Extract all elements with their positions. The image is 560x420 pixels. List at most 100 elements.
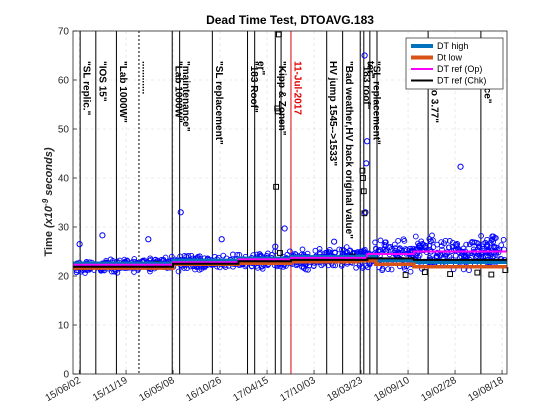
event-label: "IOS 15" bbox=[96, 61, 107, 102]
blue-data-point bbox=[489, 253, 496, 260]
blue-outlier-point bbox=[145, 236, 152, 243]
blue-data-point bbox=[500, 236, 507, 243]
black-data-point bbox=[488, 271, 495, 278]
legend-label: DT high bbox=[437, 41, 468, 51]
blue-data-point bbox=[175, 268, 182, 275]
legend-label: DT ref (Chk) bbox=[437, 76, 486, 86]
y-tick-label: 60 bbox=[58, 76, 70, 87]
blue-data-point bbox=[421, 244, 428, 251]
blue-outlier-point bbox=[281, 225, 288, 232]
y-axis-label-main: Time bbox=[43, 228, 55, 257]
black-data-point bbox=[274, 108, 281, 115]
blue-outlier-point bbox=[331, 238, 338, 245]
event-label: back to 3.77" bbox=[429, 61, 440, 123]
black-data-point bbox=[402, 272, 409, 278]
event-label: "Lab 1000W" bbox=[173, 61, 184, 123]
blue-data-point bbox=[391, 241, 398, 248]
blue-data-point bbox=[198, 266, 205, 272]
blue-data-point bbox=[449, 239, 456, 246]
blue-data-point bbox=[446, 244, 452, 251]
blue-data-point bbox=[416, 252, 423, 259]
y-axis-label-tail: seconds bbox=[43, 151, 55, 199]
event-lines bbox=[79, 31, 482, 374]
blue-data-point bbox=[385, 266, 391, 272]
blue-data-point bbox=[485, 247, 492, 253]
black-data-point bbox=[360, 175, 366, 181]
blue-data-point bbox=[400, 236, 407, 243]
blue-data-point bbox=[340, 247, 347, 253]
blue-outlier-point bbox=[363, 160, 370, 167]
y-tick-label: 30 bbox=[58, 223, 70, 234]
reference-steps bbox=[73, 250, 507, 270]
blue-data-point bbox=[377, 237, 384, 244]
blue-data-point bbox=[380, 246, 386, 253]
blue-data-point bbox=[360, 247, 367, 254]
y-axis-label-open: ( bbox=[43, 223, 55, 228]
blue-outlier-point bbox=[76, 241, 83, 248]
y-tick-label: 0 bbox=[63, 370, 69, 381]
y-axis-label-unit: x10 bbox=[43, 205, 55, 225]
y-tick-label: 70 bbox=[58, 27, 70, 38]
blue-data-point bbox=[488, 237, 495, 244]
event-label: "Kipp & Zonen" bbox=[276, 61, 287, 136]
blue-outlier-point bbox=[272, 243, 279, 250]
blue-data-point bbox=[461, 253, 467, 260]
blue-data-point bbox=[463, 241, 470, 248]
event-annotations: "SL replic." "IOS 15" "Lab 1000W".........… bbox=[81, 61, 493, 239]
event-label: ter" bbox=[364, 61, 375, 79]
blue-data-point bbox=[388, 266, 395, 273]
y-tick-label: 10 bbox=[58, 321, 70, 332]
legend-label: DT ref (Op) bbox=[437, 64, 482, 74]
legend-label: Dt low bbox=[437, 53, 463, 63]
y-tick-label: 40 bbox=[58, 174, 70, 185]
blue-data-point bbox=[490, 238, 497, 245]
event-label: ............ bbox=[139, 61, 150, 95]
blue-data-point bbox=[473, 239, 480, 246]
blue-data-point bbox=[299, 246, 306, 253]
blue-data-point bbox=[476, 244, 483, 251]
event-label: "maintenance" bbox=[180, 61, 191, 132]
blue-data-point bbox=[147, 255, 154, 262]
black-data-point bbox=[275, 31, 282, 38]
y-axis-label-exponent: -9 bbox=[41, 198, 50, 206]
blue-data-point bbox=[256, 251, 263, 257]
blue-data-point bbox=[379, 265, 386, 272]
blue-data-point bbox=[372, 239, 378, 246]
blue-data-point bbox=[438, 239, 445, 245]
blue-data-point bbox=[389, 246, 395, 252]
black-data-point bbox=[274, 105, 281, 112]
series-line-dt-ref-op- bbox=[73, 250, 507, 266]
blue-data-point bbox=[471, 239, 478, 246]
plot-frame bbox=[72, 30, 508, 375]
blue-data-point bbox=[412, 233, 419, 240]
blue-outlier-point bbox=[362, 209, 369, 216]
blue-data-point bbox=[230, 251, 236, 258]
blue-data-point bbox=[395, 237, 401, 244]
blue-data-point bbox=[446, 238, 453, 244]
blue-data-point bbox=[491, 244, 498, 251]
blue-data-point bbox=[438, 252, 444, 258]
y-axis: 0 10 20 30 40 50 60 70 bbox=[58, 27, 77, 381]
blue-data-point bbox=[301, 265, 307, 271]
blue-data-point bbox=[347, 247, 354, 254]
chart-title: Dead Time Test, DTOAVG.183 bbox=[206, 13, 374, 27]
y-axis-label: Time (x10-9 seconds) bbox=[41, 147, 55, 256]
event-label: "SL replic." bbox=[81, 61, 92, 116]
event-label: "Lab 1000W" bbox=[117, 61, 128, 123]
black-data-point bbox=[474, 269, 481, 276]
blue-outlier-point bbox=[99, 232, 106, 239]
blue-outlier-point bbox=[218, 236, 225, 243]
blue-data-point bbox=[359, 265, 366, 271]
blue-data-point bbox=[487, 253, 494, 260]
blue-outlier-point bbox=[361, 52, 368, 59]
blue-outlier-point bbox=[177, 209, 184, 216]
event-label: "SL replacement" bbox=[370, 61, 381, 145]
blue-data-point bbox=[429, 232, 435, 239]
blue-outlier-point bbox=[457, 163, 464, 170]
blue-data-point bbox=[449, 243, 456, 250]
black-data-point bbox=[273, 183, 280, 190]
black-data-point bbox=[359, 167, 366, 174]
